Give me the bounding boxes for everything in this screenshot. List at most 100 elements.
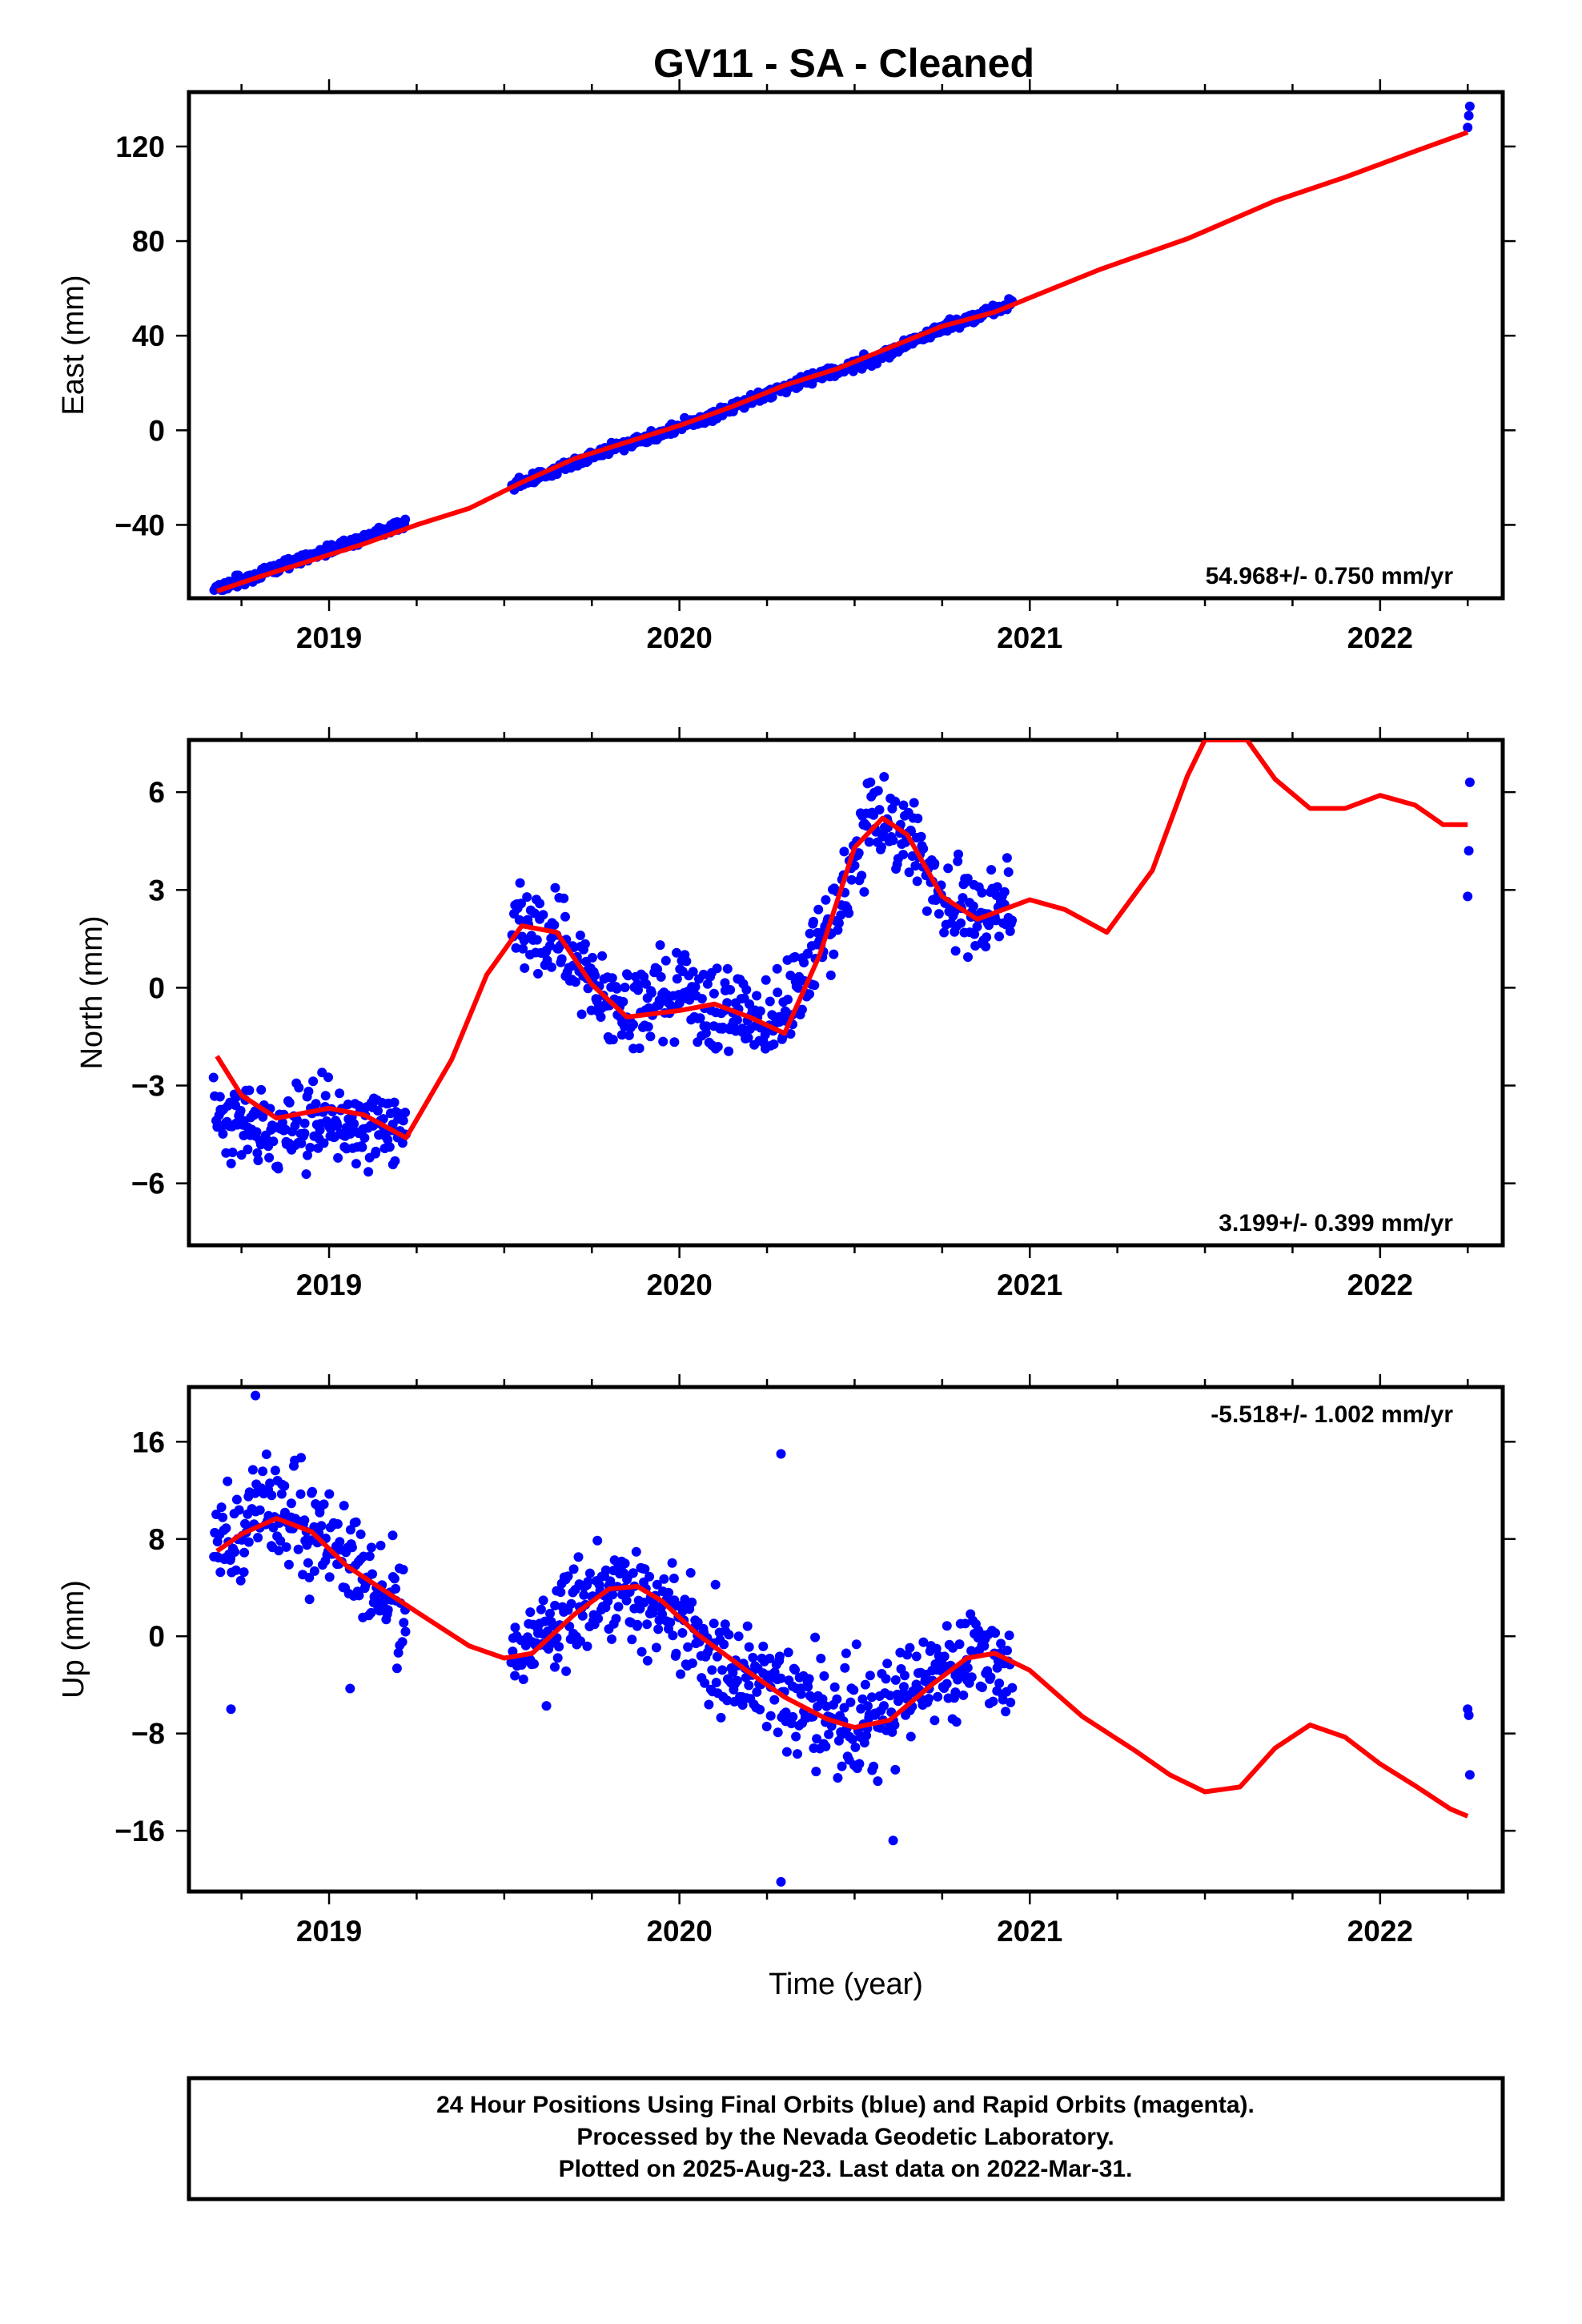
data-point — [378, 1114, 388, 1124]
data-point — [861, 821, 872, 831]
data-point — [999, 887, 1010, 897]
data-point — [226, 1704, 236, 1715]
fit-line — [216, 130, 1469, 593]
data-point — [918, 1637, 929, 1647]
data-point — [910, 861, 921, 871]
up-panel: 2019 2020 2021 2022 −16 −8 0 8 16 Up (mm) Time (ye… — [57, 1374, 1516, 2001]
data-point — [556, 954, 567, 964]
data-point — [550, 1662, 560, 1672]
data-point — [840, 1663, 850, 1673]
data-point — [299, 1118, 310, 1128]
data-point — [518, 943, 528, 954]
data-point — [755, 1006, 765, 1016]
data-point — [796, 1689, 806, 1699]
data-point — [373, 1106, 383, 1116]
data-point — [996, 1638, 1006, 1649]
data-point — [879, 772, 889, 782]
data-point — [916, 831, 926, 842]
data-point — [597, 951, 608, 961]
data-point — [516, 899, 526, 909]
data-point — [258, 1466, 268, 1477]
data-point — [608, 1590, 618, 1600]
data-point — [541, 1701, 552, 1711]
data-point — [292, 1115, 302, 1125]
data-point — [244, 1085, 255, 1096]
data-point — [664, 1587, 674, 1598]
data-point — [560, 911, 570, 922]
data-point — [510, 1622, 520, 1633]
y-tick-label: 0 — [148, 1620, 165, 1653]
data-point — [652, 964, 663, 975]
data-point — [255, 1505, 265, 1515]
data-point — [956, 918, 966, 928]
data-point — [701, 1021, 712, 1031]
data-point — [979, 1641, 990, 1651]
data-point — [817, 1694, 828, 1704]
data-point — [391, 1663, 402, 1674]
data-point — [805, 989, 815, 999]
data-point — [343, 1100, 353, 1109]
data-point — [720, 1619, 730, 1630]
data-point — [286, 1498, 296, 1509]
data-point — [393, 1647, 404, 1658]
data-point — [752, 991, 762, 1001]
data-point — [693, 1617, 703, 1627]
data-point — [611, 1614, 621, 1624]
data-point — [898, 800, 909, 810]
data-point — [783, 1647, 793, 1658]
data-point — [939, 1651, 950, 1662]
data-point — [676, 1669, 686, 1679]
data-point — [761, 1721, 772, 1731]
data-point — [398, 1116, 408, 1126]
data-point — [304, 1572, 315, 1582]
data-point — [658, 1036, 669, 1047]
data-point — [301, 1169, 311, 1180]
data-point — [628, 1568, 638, 1578]
data-point — [724, 1630, 734, 1640]
data-point — [909, 798, 919, 808]
data-point — [865, 1671, 875, 1681]
data-point — [958, 1690, 969, 1700]
data-point — [345, 1683, 355, 1694]
data-point — [825, 970, 836, 980]
data-point — [994, 1679, 1005, 1688]
data-point — [612, 983, 622, 994]
data-point — [998, 1695, 1008, 1705]
data-point — [279, 1481, 290, 1491]
data-point — [623, 971, 633, 981]
data-point — [725, 985, 736, 995]
data-point — [605, 1576, 616, 1586]
data-point — [303, 1558, 313, 1568]
data-point — [803, 1682, 813, 1692]
data-point — [251, 1390, 261, 1401]
data-point — [212, 1537, 223, 1546]
data-point — [918, 843, 929, 854]
data-point — [316, 1521, 327, 1531]
data-point — [931, 1643, 942, 1654]
data-point — [1464, 846, 1474, 856]
data-point — [722, 963, 733, 974]
data-point — [359, 1132, 370, 1143]
data-point — [390, 1156, 400, 1166]
plot-frame — [187, 90, 1505, 601]
data-point — [520, 963, 530, 973]
data-point — [247, 1465, 258, 1475]
data-point — [755, 1704, 765, 1715]
data-point — [889, 1720, 900, 1730]
data-point — [890, 1675, 901, 1685]
plot-frame — [187, 738, 1505, 1248]
rate-annotation: 54.968+/- 0.750 mm/yr — [1206, 563, 1454, 589]
data-point — [733, 1631, 744, 1642]
y-tick-label: −6 — [131, 1168, 165, 1200]
data-point — [568, 1564, 579, 1574]
data-point — [984, 920, 994, 931]
x-tick-label: 2021 — [997, 1915, 1062, 1948]
data-point — [391, 1583, 401, 1594]
data-point — [270, 1466, 280, 1476]
data-point — [773, 987, 783, 998]
data-point — [577, 1610, 588, 1621]
data-point — [643, 1022, 653, 1032]
y-tick-label: −16 — [114, 1815, 165, 1848]
data-point — [1002, 1646, 1012, 1655]
data-point — [525, 1607, 536, 1618]
